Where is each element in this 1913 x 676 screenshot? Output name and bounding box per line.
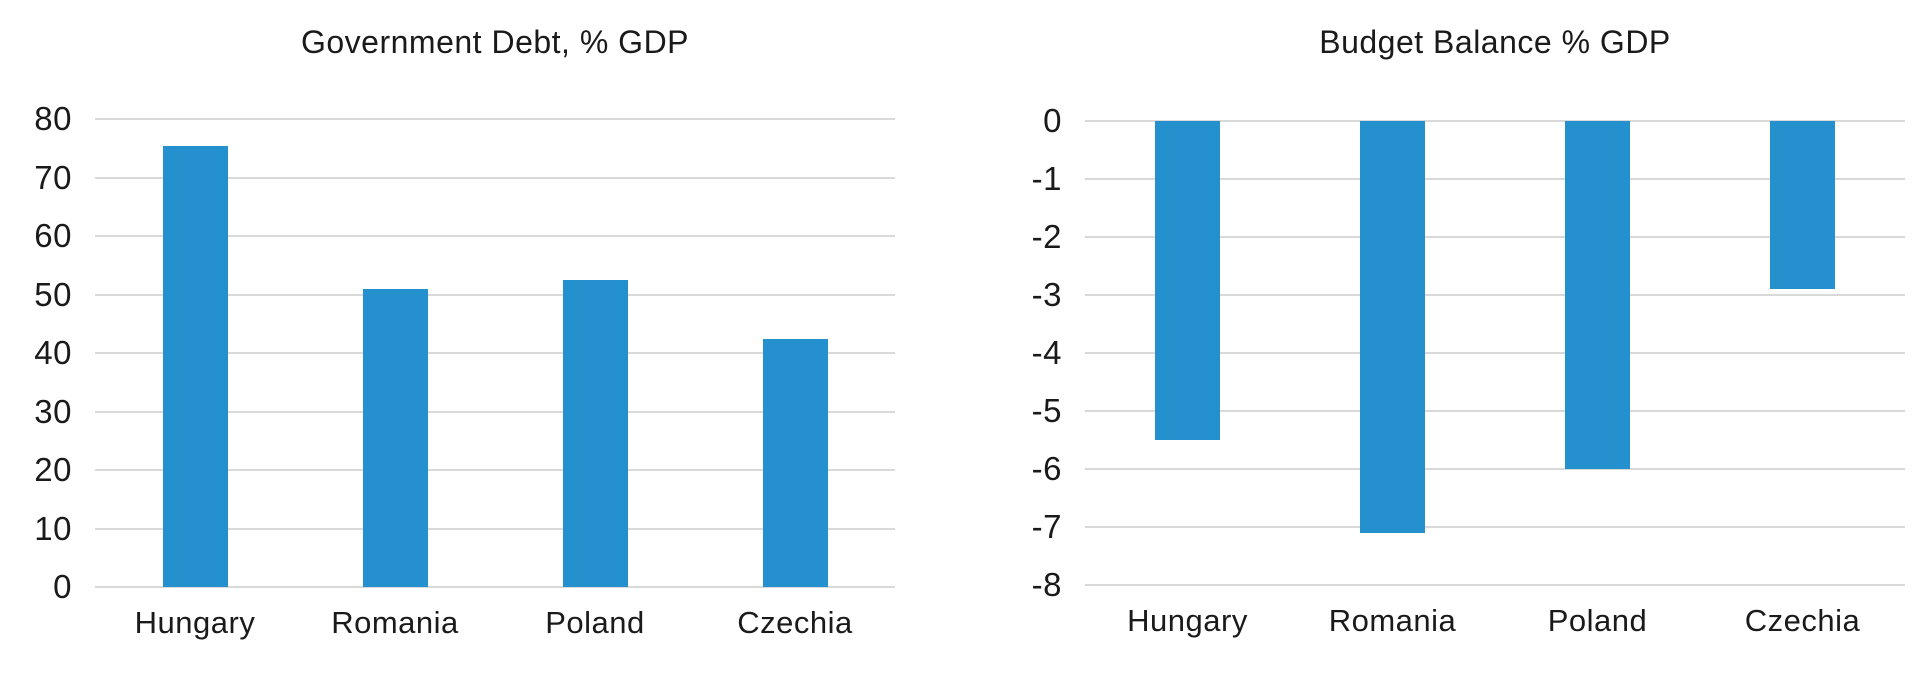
gridline-y-20 bbox=[95, 469, 895, 471]
gridline-y--2 bbox=[1085, 236, 1905, 238]
x-axis-label-romania: Romania bbox=[1328, 603, 1457, 638]
gridline-y--5 bbox=[1085, 410, 1905, 412]
x-axis-label-poland: Poland bbox=[545, 605, 645, 640]
y-tick-label-60: 60 bbox=[34, 217, 72, 254]
bar-poland bbox=[1565, 121, 1630, 469]
budget-balance-plot-area bbox=[1085, 120, 1905, 586]
gridline-y-0 bbox=[1085, 120, 1905, 122]
y-tick-label-0: 0 bbox=[53, 568, 72, 605]
bar-poland bbox=[562, 279, 628, 587]
x-axis-label-romania: Romania bbox=[331, 605, 459, 640]
y-tick-label-30: 30 bbox=[34, 392, 72, 430]
gridline-y--7 bbox=[1085, 526, 1905, 528]
y-tick-label--1: -1 bbox=[1031, 160, 1062, 197]
bar-hungary bbox=[162, 146, 228, 587]
y-tick-label--5: -5 bbox=[1031, 392, 1062, 429]
x-axis-label-czechia: Czechia bbox=[737, 605, 853, 640]
gridline-y-50 bbox=[95, 293, 895, 296]
y-tick-label--6: -6 bbox=[1031, 450, 1062, 487]
gridline-y-40 bbox=[95, 352, 895, 354]
gridline-y--6 bbox=[1085, 468, 1905, 470]
y-tick-label--7: -7 bbox=[1031, 508, 1062, 545]
budget-balance-chart: Budget Balance % GDP 0 -1 -2 -3 -4 -5 -6 -7 -8 Hu… bbox=[956, 0, 1913, 676]
bar-czechia bbox=[762, 338, 828, 587]
gridline-y-10 bbox=[95, 527, 895, 530]
y-tick-label-70: 70 bbox=[34, 158, 72, 196]
y-tick-label--4: -4 bbox=[1031, 334, 1062, 371]
bar-romania bbox=[362, 288, 428, 587]
gridline-y-30 bbox=[95, 410, 895, 413]
bar-czechia bbox=[1770, 121, 1835, 290]
y-tick-label-80: 80 bbox=[34, 100, 72, 137]
gridline-y--3 bbox=[1085, 294, 1905, 296]
x-axis-label-hungary: Hungary bbox=[1127, 603, 1248, 638]
y-tick-label-20: 20 bbox=[34, 451, 72, 488]
gridline-y-80 bbox=[95, 118, 895, 120]
gridline-y-70 bbox=[95, 176, 895, 179]
gridline-y--8 bbox=[1085, 584, 1905, 586]
gridline-y-60 bbox=[95, 235, 895, 237]
government-debt-chart: Government Debt, % GDP 0 10 20 30 40 50 60 70 80… bbox=[0, 0, 950, 676]
x-axis-label-poland: Poland bbox=[1547, 603, 1648, 638]
x-axis-label-hungary: Hungary bbox=[134, 605, 256, 640]
y-tick-label-50: 50 bbox=[34, 275, 72, 313]
bar-romania bbox=[1360, 121, 1425, 533]
gridline-y-0 bbox=[95, 586, 895, 588]
bar-hungary bbox=[1155, 121, 1220, 440]
y-tick-label-40: 40 bbox=[34, 334, 72, 371]
y-tick-label--2: -2 bbox=[1031, 218, 1062, 255]
gridline-y--4 bbox=[1085, 352, 1905, 354]
y-tick-label--8: -8 bbox=[1031, 566, 1062, 603]
gridline-y--1 bbox=[1085, 178, 1905, 180]
government-debt-chart-title: Government Debt, % GDP bbox=[300, 24, 690, 60]
budget-balance-chart-title: Budget Balance % GDP bbox=[1319, 24, 1671, 60]
government-debt-plot-area bbox=[95, 118, 895, 588]
y-tick-label-0: 0 bbox=[1043, 102, 1062, 139]
x-axis-label-czechia: Czechia bbox=[1744, 603, 1861, 638]
y-tick-label--3: -3 bbox=[1031, 276, 1062, 313]
y-tick-label-10: 10 bbox=[34, 509, 72, 547]
